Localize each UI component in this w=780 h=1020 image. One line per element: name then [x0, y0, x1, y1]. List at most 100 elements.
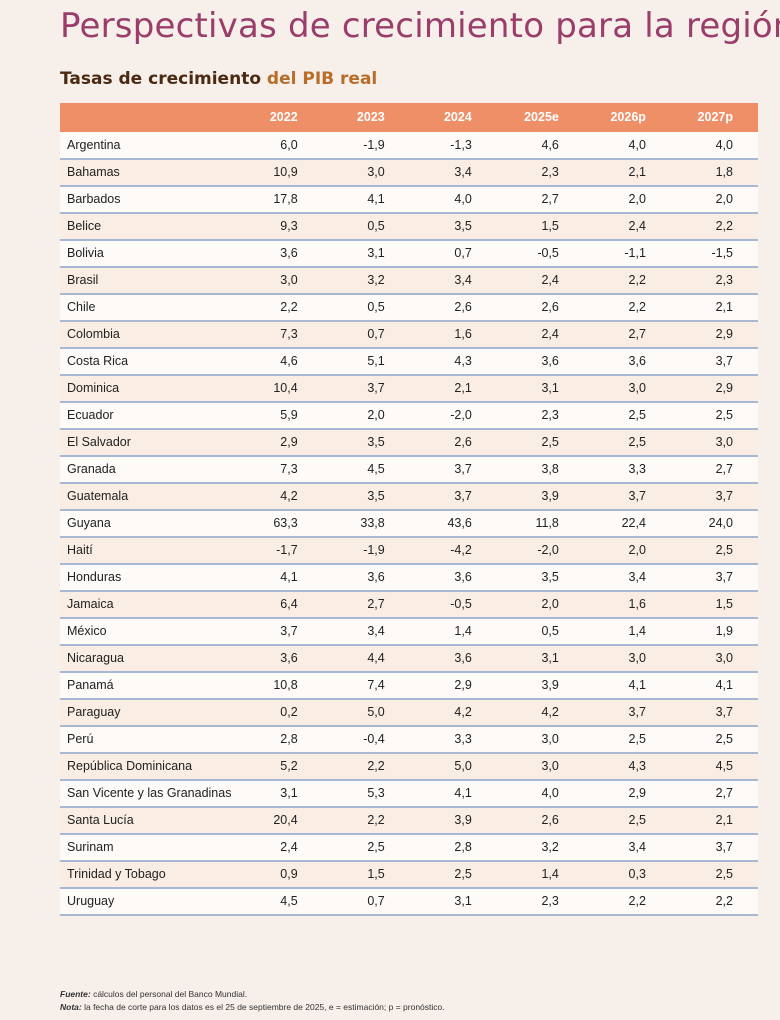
value-cell: 5,2: [280, 759, 298, 773]
value-cell: 3,9: [541, 678, 559, 692]
value-cell: 3,6: [541, 354, 559, 368]
value-cell: 4,2: [541, 705, 559, 719]
value-cell: 2,4: [541, 327, 559, 341]
table-title-accent: del PIB real: [266, 69, 378, 89]
value-cell: -0,4: [363, 732, 385, 746]
country-cell: Honduras: [67, 570, 122, 584]
value-cell: 3,6: [367, 570, 385, 584]
value-cell: 3,5: [541, 570, 559, 584]
table-row: Jamaica 6,4 2,7 -0,5 2,0 1,6 1,5: [60, 591, 758, 618]
table-title-main: Tasas de crecimiento: [60, 69, 261, 89]
value-cell: 4,5: [715, 759, 733, 773]
table-row: República Dominicana 5,2 2,2 5,0 3,0 4,3 4,5: [60, 753, 758, 780]
value-cell: 2,1: [715, 300, 733, 314]
table-row: Argentina 6,0 -1,9 -1,3 4,6 4,0 4,0: [60, 132, 758, 159]
value-cell: 3,0: [715, 651, 733, 665]
value-cell: 43,6: [447, 516, 472, 530]
value-cell: 24,0: [708, 516, 733, 530]
table-row: Guyana 63,3 33,8 43,6 11,8 22,4 24,0: [60, 510, 758, 537]
country-cell: República Dominicana: [67, 759, 193, 773]
value-cell: -1,9: [363, 543, 385, 557]
value-cell: 2,9: [715, 381, 733, 395]
value-cell: 4,3: [628, 759, 646, 773]
table-row: Paraguay 0,2 5,0 4,2 4,2 3,7 3,7: [60, 699, 758, 726]
column-header: 2025e: [524, 110, 559, 124]
value-cell: -1,3: [450, 137, 472, 152]
footnotes: Fuente: cálculos del personal del Banco …: [60, 988, 445, 1014]
source-text: cálculos del personal del Banco Mundial.: [90, 989, 248, 999]
value-cell: 2,2: [367, 759, 385, 773]
value-cell: 2,2: [628, 273, 646, 287]
value-cell: 2,5: [454, 867, 472, 881]
value-cell: 3,6: [628, 354, 646, 368]
value-cell: -1,1: [624, 246, 646, 260]
country-cell: Guyana: [67, 516, 111, 530]
table-row: Belice 9,3 0,5 3,5 1,5 2,4 2,2: [60, 213, 758, 240]
country-cell: Brasil: [67, 273, 99, 287]
value-cell: 2,5: [715, 408, 733, 422]
table-body: Argentina 6,0 -1,9 -1,3 4,6 4,0 4,0 Bahamas 10,9…: [60, 132, 758, 915]
table-row: Colombia 7,3 0,7 1,6 2,4 2,7 2,9: [60, 321, 758, 348]
table-row: México 3,7 3,4 1,4 0,5 1,4 1,9: [60, 618, 758, 645]
table-row: Ecuador 5,9 2,0 -2,0 2,3 2,5 2,5: [60, 402, 758, 429]
value-cell: 4,0: [541, 786, 559, 800]
value-cell: 1,5: [367, 867, 385, 881]
country-cell: Bahamas: [67, 165, 120, 179]
value-cell: 0,5: [541, 624, 559, 638]
value-cell: 3,9: [454, 813, 472, 827]
value-cell: 10,8: [273, 678, 298, 692]
value-cell: 3,1: [454, 894, 472, 908]
table-row: Panamá 10,8 7,4 2,9 3,9 4,1 4,1: [60, 672, 758, 699]
table-row: Uruguay 4,5 0,7 3,1 2,3 2,2 2,2: [60, 888, 758, 915]
value-cell: 3,0: [628, 381, 646, 395]
value-cell: 2,1: [628, 165, 646, 179]
value-cell: 2,1: [715, 813, 733, 827]
column-header-country: [60, 103, 236, 132]
value-cell: 2,1: [454, 381, 472, 395]
value-cell: 4,4: [367, 651, 385, 665]
value-cell: 2,9: [628, 786, 646, 800]
note: Nota: la fecha de corte para los datos e…: [60, 1001, 445, 1014]
value-cell: 4,0: [628, 137, 646, 152]
value-cell: -1,9: [363, 137, 385, 152]
value-cell: 7,3: [280, 462, 298, 476]
value-cell: 2,3: [541, 894, 559, 908]
value-cell: 3,7: [367, 381, 385, 395]
table-row: Costa Rica 4,6 5,1 4,3 3,6 3,6 3,7: [60, 348, 758, 375]
value-cell: 3,1: [541, 381, 559, 395]
value-cell: 7,3: [280, 327, 298, 341]
value-cell: 3,4: [628, 840, 646, 854]
table-row: Nicaragua 3,6 4,4 3,6 3,1 3,0 3,0: [60, 645, 758, 672]
value-cell: 2,6: [454, 300, 472, 314]
value-cell: 2,5: [715, 543, 733, 557]
column-header: 2023: [356, 110, 385, 124]
value-cell: 2,7: [715, 786, 733, 800]
value-cell: 3,4: [628, 570, 646, 584]
value-cell: 4,3: [454, 354, 472, 368]
value-cell: 2,5: [541, 435, 559, 449]
value-cell: 1,5: [541, 219, 559, 233]
value-cell: 4,1: [280, 570, 298, 584]
value-cell: 2,0: [715, 192, 733, 206]
value-cell: 2,8: [280, 732, 298, 746]
value-cell: -2,0: [450, 408, 472, 422]
value-cell: 2,2: [280, 300, 298, 314]
value-cell: 3,7: [628, 705, 646, 719]
value-cell: 9,3: [280, 219, 298, 233]
country-cell: San Vicente y las Granadinas: [67, 786, 232, 800]
table-header-row: 2022 2023 2024 2025e 2026p 2027p: [60, 103, 758, 132]
value-cell: 2,5: [628, 732, 646, 746]
value-cell: 3,3: [454, 732, 472, 746]
table-row: Brasil 3,0 3,2 3,4 2,4 2,2 2,3: [60, 267, 758, 294]
country-cell: Colombia: [67, 327, 120, 341]
value-cell: 4,6: [280, 354, 298, 368]
table-row: Santa Lucía 20,4 2,2 3,9 2,6 2,5 2,1: [60, 807, 758, 834]
value-cell: 1,6: [628, 597, 646, 611]
value-cell: 2,2: [715, 894, 733, 908]
value-cell: 6,4: [280, 597, 298, 611]
value-cell: 0,7: [454, 246, 472, 260]
value-cell: 7,4: [367, 678, 385, 692]
value-cell: 3,7: [628, 489, 646, 503]
value-cell: 3,5: [367, 489, 385, 503]
value-cell: 3,7: [715, 570, 733, 584]
